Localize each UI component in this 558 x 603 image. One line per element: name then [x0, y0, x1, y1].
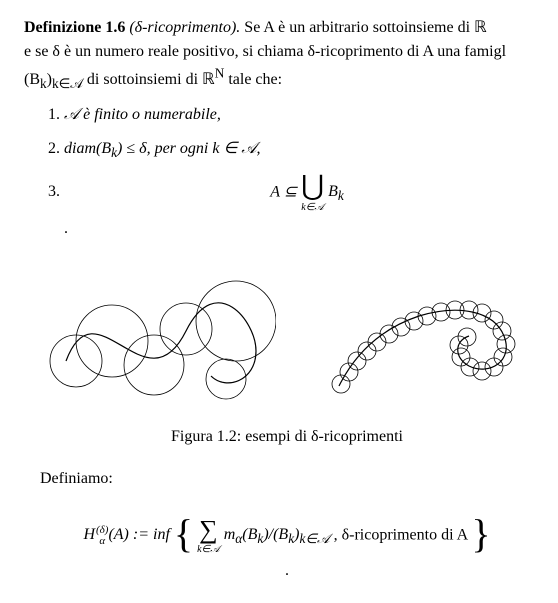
definition-label: Definizione 1.6	[24, 19, 125, 36]
definition-text-3: (Bk)k∈𝒜 di sottoinsiemi di ℝN tale che:	[24, 71, 282, 88]
definition-text-2: e se δ è un numero reale positivo, si ch…	[24, 43, 506, 60]
figure-row	[24, 261, 550, 411]
list-item-2: diam(Bk) ≤ δ, per ogni k ∈ 𝒜,	[64, 137, 550, 163]
definition-block: Definizione 1.6 (δ-ricoprimento). Se A è…	[24, 16, 550, 95]
definiamo-text: Definiamo:	[24, 467, 550, 491]
right-brace: }	[471, 518, 490, 550]
figure-caption: Figura 1.2: esempi di δ-ricoprimenti	[24, 425, 550, 449]
hausdorff-formula: H(δ)α(A) := inf { ∑ k∈𝒜 mα(Bk)/(Bk)k∈𝒜 ,…	[24, 517, 550, 555]
subset-union-formula: A ⊆ ⋃ k∈𝒜 Bk	[64, 173, 550, 213]
left-brace: {	[174, 518, 193, 550]
definition-text-1: Se A è un arbitrario sottoinsieme di ℝ	[244, 19, 486, 36]
definition-list: 𝒜 è finito o numerabile, diam(Bk) ≤ δ, p…	[24, 103, 550, 213]
figure-right	[319, 266, 529, 406]
list-item-3: A ⊆ ⋃ k∈𝒜 Bk	[64, 173, 550, 213]
list-item-1: 𝒜 è finito o numerabile,	[64, 103, 550, 127]
period-after-formula: .	[24, 559, 550, 583]
definition-title: (δ-ricoprimento).	[129, 19, 244, 36]
figure-left	[46, 261, 276, 411]
period-after-list: .	[24, 217, 550, 241]
